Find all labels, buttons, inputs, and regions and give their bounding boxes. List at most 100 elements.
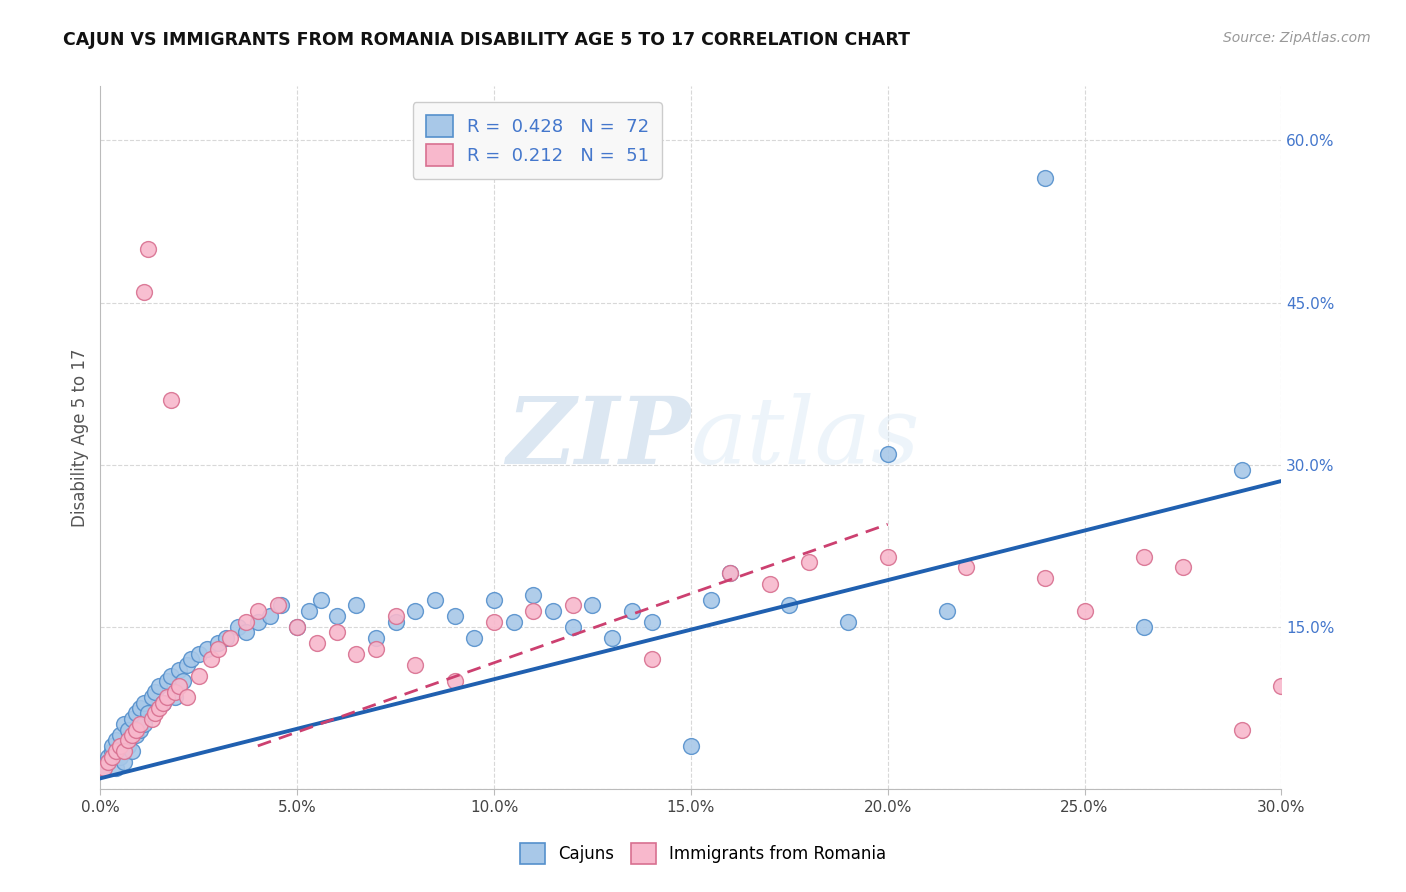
- Point: [325, 625, 347, 640]
- Point: [423, 593, 446, 607]
- Point: [1171, 560, 1194, 574]
- Point: [1132, 620, 1154, 634]
- Point: [121, 712, 143, 726]
- Point: [112, 744, 135, 758]
- Text: CAJUN VS IMMIGRANTS FROM ROMANIA DISABILITY AGE 5 TO 17 CORRELATION CHART: CAJUN VS IMMIGRANTS FROM ROMANIA DISABIL…: [63, 31, 910, 49]
- Point: [246, 615, 269, 629]
- Point: [876, 447, 898, 461]
- Point: [215, 631, 238, 645]
- Point: [128, 701, 150, 715]
- Point: [305, 636, 328, 650]
- Point: [679, 739, 702, 753]
- Point: [502, 615, 524, 629]
- Point: [128, 717, 150, 731]
- Point: [156, 673, 179, 688]
- Point: [522, 588, 544, 602]
- Point: [1033, 571, 1056, 585]
- Point: [117, 733, 139, 747]
- Point: [620, 604, 643, 618]
- Point: [443, 609, 465, 624]
- Point: [1073, 604, 1095, 618]
- Text: atlas: atlas: [690, 392, 921, 483]
- Point: [125, 723, 148, 737]
- Text: ZIP: ZIP: [506, 392, 690, 483]
- Point: [195, 641, 218, 656]
- Point: [97, 755, 120, 769]
- Point: [121, 744, 143, 758]
- Point: [309, 593, 332, 607]
- Point: [344, 599, 367, 613]
- Point: [935, 604, 957, 618]
- Point: [101, 739, 124, 753]
- Point: [561, 620, 583, 634]
- Point: [141, 712, 163, 726]
- Point: [1132, 549, 1154, 564]
- Point: [112, 717, 135, 731]
- Point: [718, 566, 741, 580]
- Legend: Cajuns, Immigrants from Romania: Cajuns, Immigrants from Romania: [513, 837, 893, 871]
- Point: [187, 668, 209, 682]
- Point: [640, 615, 662, 629]
- Point: [1270, 680, 1292, 694]
- Point: [270, 599, 292, 613]
- Point: [105, 733, 128, 747]
- Point: [152, 696, 174, 710]
- Point: [758, 576, 780, 591]
- Point: [105, 744, 128, 758]
- Point: [117, 723, 139, 737]
- Point: [955, 560, 977, 574]
- Point: [384, 615, 406, 629]
- Point: [404, 604, 426, 618]
- Point: [600, 631, 623, 645]
- Point: [136, 706, 159, 721]
- Point: [235, 615, 257, 629]
- Point: [128, 723, 150, 737]
- Point: [207, 641, 229, 656]
- Point: [101, 749, 124, 764]
- Point: [482, 593, 505, 607]
- Point: [167, 680, 190, 694]
- Point: [404, 657, 426, 672]
- Point: [145, 706, 167, 721]
- Point: [156, 690, 179, 705]
- Point: [108, 728, 131, 742]
- Point: [285, 620, 308, 634]
- Point: [125, 706, 148, 721]
- Point: [1033, 171, 1056, 186]
- Point: [145, 685, 167, 699]
- Point: [132, 285, 155, 299]
- Point: [259, 609, 281, 624]
- Point: [165, 690, 187, 705]
- Point: [112, 755, 135, 769]
- Point: [180, 652, 202, 666]
- Point: [187, 647, 209, 661]
- Point: [108, 739, 131, 753]
- Point: [837, 615, 859, 629]
- Point: [718, 566, 741, 580]
- Point: [117, 739, 139, 753]
- Point: [160, 668, 183, 682]
- Point: [364, 631, 387, 645]
- Point: [101, 744, 124, 758]
- Point: [207, 636, 229, 650]
- Point: [797, 555, 820, 569]
- Point: [325, 609, 347, 624]
- Point: [200, 652, 222, 666]
- Point: [1230, 723, 1253, 737]
- Point: [148, 701, 170, 715]
- Point: [152, 696, 174, 710]
- Point: [1230, 463, 1253, 477]
- Point: [105, 760, 128, 774]
- Point: [226, 620, 249, 634]
- Point: [121, 728, 143, 742]
- Point: [141, 690, 163, 705]
- Point: [344, 647, 367, 661]
- Y-axis label: Disability Age 5 to 17: Disability Age 5 to 17: [72, 349, 89, 527]
- Point: [160, 392, 183, 407]
- Point: [876, 549, 898, 564]
- Point: [176, 690, 198, 705]
- Point: [699, 593, 721, 607]
- Point: [176, 657, 198, 672]
- Text: Source: ZipAtlas.com: Source: ZipAtlas.com: [1223, 31, 1371, 45]
- Point: [132, 696, 155, 710]
